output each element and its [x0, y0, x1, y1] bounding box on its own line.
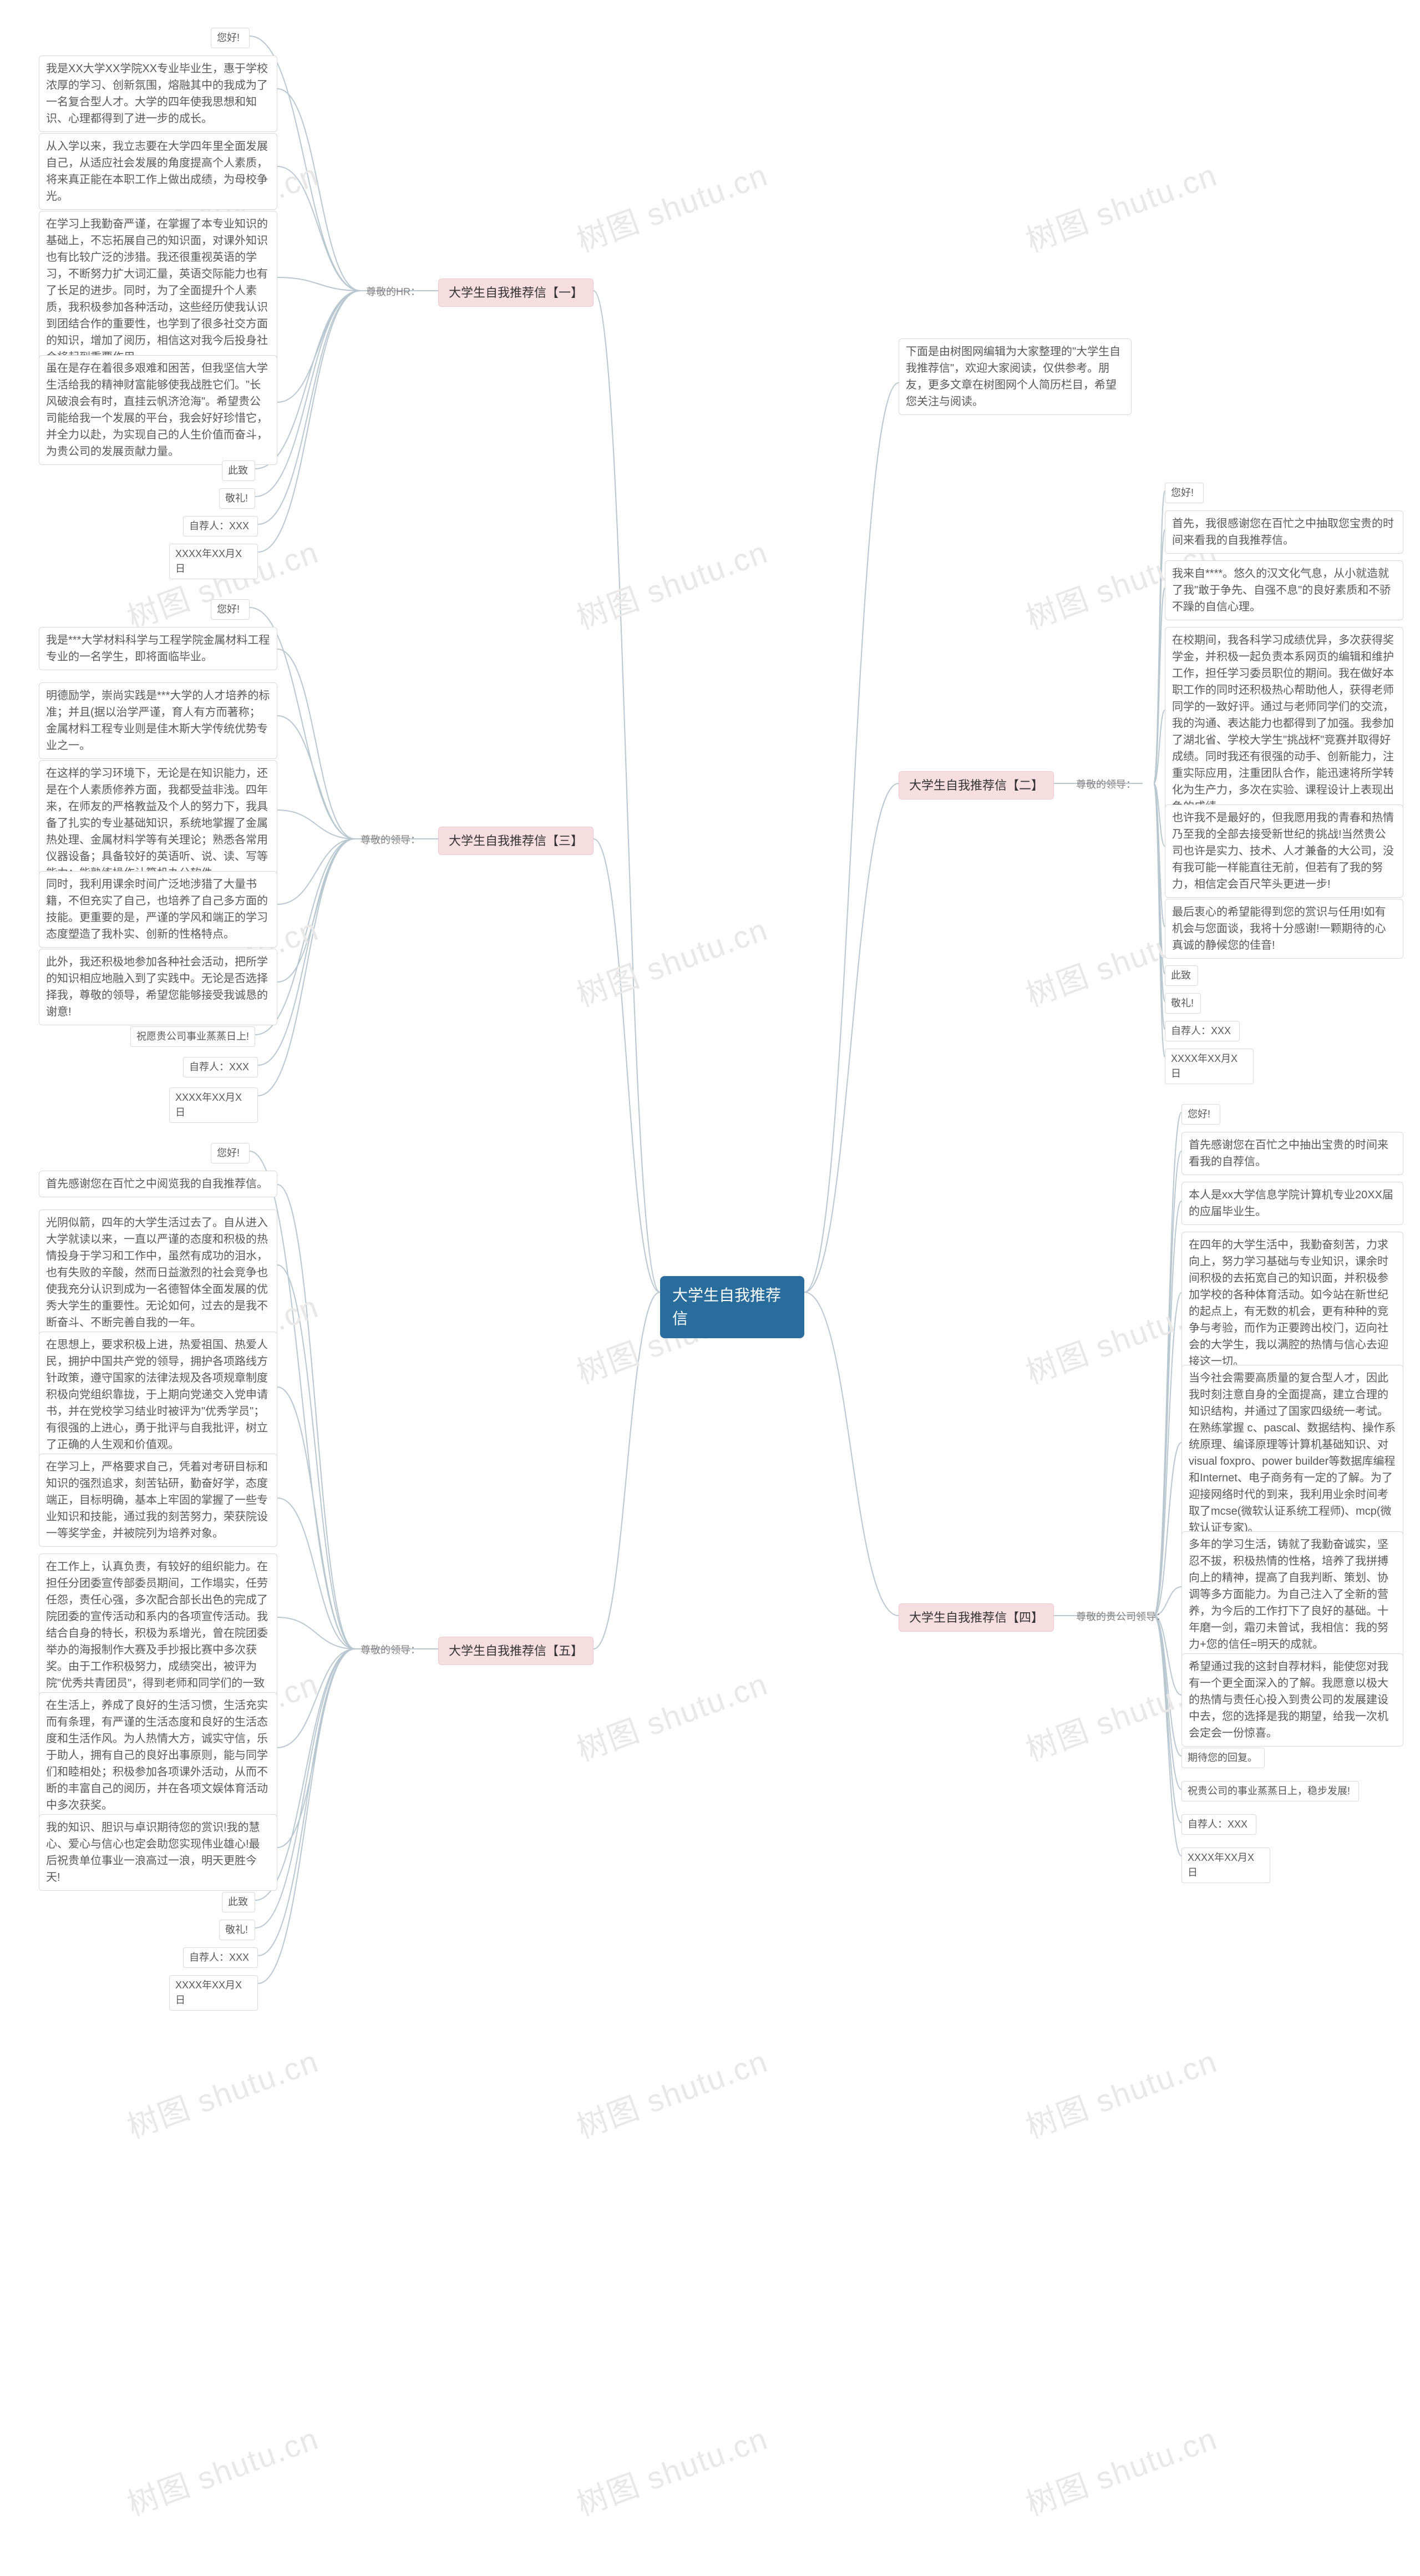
leaf-box: 虽在是存在着很多艰难和困苦，但我坚信大学生活给我的精神财富能够使我战胜它们。"长…	[39, 355, 277, 465]
leaf-box: 敬礼!	[1165, 993, 1201, 1014]
intro-box: 下面是由树图网编辑为大家整理的"大学生自我推荐信"，欢迎大家阅读，仅供参考。朋友…	[899, 338, 1132, 415]
leaf-box: 您好!	[1165, 483, 1204, 503]
watermark: 树图 shutu.cn	[120, 2037, 324, 2148]
leaf-box: 在校期间，我各科学习成绩优异，多次获得奖学金，并积极一起负责本系网页的编辑和维护…	[1165, 627, 1403, 820]
section-title[interactable]: 大学生自我推荐信【一】	[438, 279, 594, 307]
leaf-box: 在四年的大学生活中，我勤奋刻苦，力求向上，努力学习基础与专业知识，课余时间积极的…	[1181, 1232, 1403, 1375]
watermark: 树图 shutu.cn	[570, 905, 773, 1016]
section-label: 尊敬的领导：	[361, 1642, 420, 1657]
section-label: 尊敬的贵公司领导：	[1076, 1609, 1166, 1623]
section-title[interactable]: 大学生自我推荐信【四】	[899, 1603, 1054, 1632]
watermark: 树图 shutu.cn	[570, 2414, 773, 2525]
leaf-box: XXXX年XX月X日	[169, 1975, 258, 2011]
leaf-box: 希望通过我的这封自荐材料，能使您对我有一个更全面深入的了解。我愿意以极大的热情与…	[1181, 1653, 1403, 1747]
leaf-box: 敬礼!	[219, 1920, 255, 1940]
watermark: 树图 shutu.cn	[1019, 2037, 1223, 2148]
leaf-box: 在学习上，严格要求自己，凭着对考研目标和知识的强烈追求，刻苦钻研，勤奋好学，态度…	[39, 1454, 277, 1547]
leaf-box: 祝愿贵公司事业蒸蒸日上!	[130, 1026, 255, 1047]
section-label: 尊敬的HR：	[366, 284, 420, 298]
leaf-box: 从入学以来，我立志要在大学四年里全面发展自己，从适应社会发展的角度提高个人素质，…	[39, 133, 277, 210]
leaf-box: 光阴似箭，四年的大学生活过去了。自从进入大学就读以来，一直以严谨的态度和积极的热…	[39, 1209, 277, 1336]
root-node[interactable]: 大学生自我推荐信	[660, 1276, 804, 1338]
leaf-box: 明德励学，崇尚实践是***大学的人才培养的标准；并且(据以治学严谨，育人有方而著…	[39, 682, 277, 759]
watermark: 树图 shutu.cn	[570, 150, 773, 261]
watermark: 树图 shutu.cn	[120, 2414, 324, 2525]
watermark: 树图 shutu.cn	[570, 1659, 773, 1770]
leaf-box: 此外，我还积极地参加各种社会活动，把所学的知识相应地融入到了实践中。无论是否选择…	[39, 949, 277, 1025]
section-title[interactable]: 大学生自我推荐信【二】	[899, 771, 1054, 799]
section-label: 尊敬的领导：	[361, 832, 420, 847]
leaf-box: 您好!	[211, 28, 250, 48]
watermark: 树图 shutu.cn	[1019, 150, 1223, 261]
leaf-box: 此致	[222, 460, 255, 481]
leaf-box: 首先感谢您在百忙之中抽出宝贵的时间来看我的自荐信。	[1181, 1132, 1403, 1175]
leaf-box: 在生活上，养成了良好的生活习惯，生活充实而有条理，有严谨的生活态度和良好的生活态…	[39, 1692, 277, 1819]
leaf-box: XXXX年XX月X日	[1165, 1049, 1254, 1084]
leaf-box: 此致	[222, 1892, 255, 1912]
leaf-box: 敬礼!	[219, 488, 255, 509]
leaf-box: 您好!	[1181, 1104, 1220, 1125]
leaf-box: 首先感谢您在百忙之中阅览我的自我推荐信。	[39, 1171, 277, 1197]
leaf-box: 您好!	[211, 599, 250, 620]
leaf-box: 多年的学习生活，铸就了我勤奋诚实，坚忍不拔，积极热情的性格，培养了我拼搏向上的精…	[1181, 1531, 1403, 1658]
watermark: 树图 shutu.cn	[570, 528, 773, 639]
leaf-box: 也许我不是最好的，但我愿用我的青春和热情乃至我的全部去接受新世纪的挑战!当然贵公…	[1165, 804, 1403, 898]
leaf-box: 在思想上，要求积极上进，热爱祖国、热爱人民，拥护中国共产党的领导，拥护各项路线方…	[39, 1332, 277, 1458]
leaf-box: 最后衷心的希望能得到您的赏识与任用!如有机会与您面谈，我将十分感谢!一颗期待的心…	[1165, 899, 1403, 959]
leaf-box: 自荐人：XXX	[1165, 1021, 1240, 1041]
section-title[interactable]: 大学生自我推荐信【三】	[438, 827, 594, 855]
leaf-box: 自荐人：XXX	[183, 1947, 258, 1968]
leaf-box: 您好!	[211, 1143, 250, 1163]
section-label: 尊敬的领导：	[1076, 777, 1136, 791]
leaf-box: 自荐人：XXX	[1181, 1814, 1256, 1835]
leaf-box: 自荐人：XXX	[183, 516, 258, 537]
leaf-box: 在这样的学习环境下，无论是在知识能力，还是在个人素质修养方面，我都受益非浅。四年…	[39, 760, 277, 887]
leaf-box: 在工作上，认真负责，有较好的组织能力。在担任分团委宣传部委员期间，工作塌实，任劳…	[39, 1553, 277, 1713]
leaf-box: 此致	[1165, 965, 1198, 986]
section-title[interactable]: 大学生自我推荐信【五】	[438, 1637, 594, 1665]
leaf-box: 祝贵公司的事业蒸蒸日上，稳步发展!	[1181, 1781, 1359, 1801]
leaf-box: 同时，我利用课余时间广泛地涉猎了大量书籍，不但充实了自己，也培养了自己多方面的技…	[39, 871, 277, 948]
leaf-box: XXXX年XX月X日	[169, 1087, 258, 1123]
watermark: 树图 shutu.cn	[570, 2037, 773, 2148]
leaf-box: 当今社会需要高质量的复合型人才，因此我时刻注意自身的全面提高，建立合理的知识结构…	[1181, 1365, 1403, 1541]
leaf-box: 自荐人：XXX	[183, 1057, 258, 1077]
leaf-box: 我的知识、胆识与卓识期待您的赏识!我的慧心、爱心与信心也定会助您实现伟业雄心!最…	[39, 1814, 277, 1891]
leaf-box: 在学习上我勤奋严谨，在掌握了本专业知识的基础上，不忘拓展自己的知识面，对课外知识…	[39, 211, 277, 371]
leaf-box: 我是XX大学XX学院XX专业毕业生，惠于学校浓厚的学习、创新氛围，熔融其中的我成…	[39, 55, 277, 132]
mindmap-canvas: 树图 shutu.cn 树图 shutu.cn 树图 shutu.cn 树图 shut…	[0, 0, 1420, 2576]
leaf-box: XXXX年XX月X日	[169, 544, 258, 579]
leaf-box: 我是***大学材料科学与工程学院金属材料工程专业的一名学生，即将面临毕业。	[39, 627, 277, 670]
leaf-box: 本人是xx大学信息学院计算机专业20XX届的应届毕业生。	[1181, 1182, 1403, 1225]
leaf-box: 我来自****。悠久的汉文化气息，从小就造就了我"敢于争先、自强不息"的良好素质…	[1165, 560, 1403, 620]
leaf-box: XXXX年XX月X日	[1181, 1848, 1270, 1883]
leaf-box: 期待您的回复。	[1181, 1748, 1265, 1768]
leaf-box: 首先，我很感谢您在百忙之中抽取您宝贵的时间来看我的自我推荐信。	[1165, 510, 1403, 554]
watermark: 树图 shutu.cn	[1019, 2414, 1223, 2525]
